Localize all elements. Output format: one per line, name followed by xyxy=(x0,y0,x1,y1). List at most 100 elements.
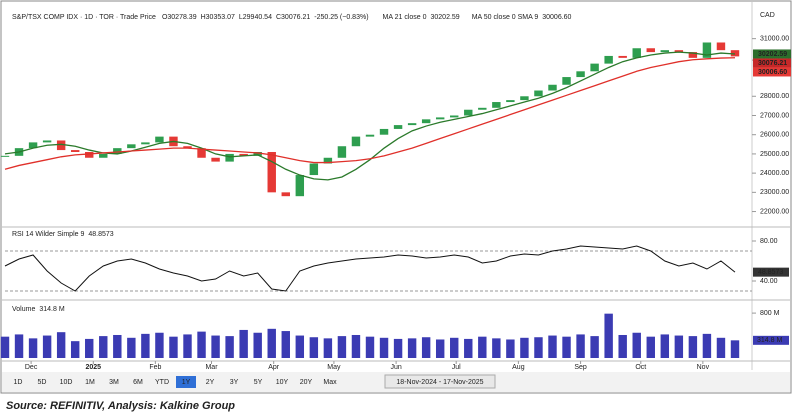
pane-title: Volume xyxy=(12,306,35,313)
value-box xyxy=(753,335,789,345)
range-button[interactable] xyxy=(200,376,220,388)
range-button[interactable] xyxy=(32,376,52,388)
header-text: 30278.39 xyxy=(167,14,196,21)
volume-bar xyxy=(646,336,655,358)
x-tick-label: 2025 xyxy=(86,364,102,371)
header-text: MA 50 close 0 SMA 9 xyxy=(472,14,539,21)
candle xyxy=(85,151,94,158)
range-button[interactable] xyxy=(80,376,100,388)
volume-bar xyxy=(492,338,501,358)
date-range-label[interactable]: 18-Nov-2024 - 17-Nov-2025 xyxy=(396,379,483,386)
range-button[interactable] xyxy=(8,376,28,388)
range-button[interactable] xyxy=(56,376,76,388)
y-tick-label: 28000.00 xyxy=(760,93,789,100)
range-button-label[interactable]: 10Y xyxy=(276,379,289,386)
range-button-label[interactable]: 5D xyxy=(38,379,47,386)
header-text: O xyxy=(162,14,168,21)
range-button-label[interactable]: 3Y xyxy=(230,379,239,386)
candle xyxy=(435,117,445,120)
pane-title: RSI 14 Wilder Simple 9 xyxy=(12,231,84,238)
candle xyxy=(267,151,276,193)
range-button[interactable] xyxy=(176,376,196,388)
candle xyxy=(113,148,122,154)
candle xyxy=(99,153,108,158)
pane-value: 314.8 M xyxy=(39,306,64,313)
range-button-label[interactable]: 10D xyxy=(60,379,73,386)
range-button-label[interactable]: 1D xyxy=(14,379,23,386)
header-text: C xyxy=(276,14,281,21)
range-button[interactable] xyxy=(152,376,172,388)
candle xyxy=(604,55,613,64)
candle xyxy=(590,63,599,72)
volume-bar xyxy=(99,336,108,358)
date-range[interactable] xyxy=(384,374,496,389)
candle xyxy=(716,42,726,51)
price-box xyxy=(753,49,791,59)
range-button-label[interactable]: 2Y xyxy=(206,379,215,386)
volume-bar xyxy=(169,336,178,358)
range-button-label[interactable]: 1M xyxy=(85,379,95,386)
x-tick-label: Jul xyxy=(452,364,461,371)
volume-bar xyxy=(337,336,347,358)
candle xyxy=(127,144,136,149)
range-button-label[interactable]: YTD xyxy=(155,379,169,386)
candle xyxy=(492,102,501,108)
candle xyxy=(183,146,192,149)
candle xyxy=(576,71,585,78)
x-tick-label: Sep xyxy=(574,364,587,371)
value-box xyxy=(753,267,789,277)
line-series xyxy=(4,245,736,292)
y-tick-label: 40.00 xyxy=(760,278,778,285)
candle xyxy=(379,128,389,135)
range-button-label[interactable]: 20Y xyxy=(300,379,313,386)
y-tick-label: 31000.00 xyxy=(760,35,789,42)
y-tick-label: 27000.00 xyxy=(760,112,789,119)
price-box-label: 30202.59 xyxy=(758,51,787,58)
candle xyxy=(42,140,52,143)
value-box-label: 48.8573 xyxy=(758,269,783,276)
volume-bar xyxy=(702,333,712,358)
volume-bar xyxy=(155,332,164,358)
volume-bar xyxy=(534,337,543,358)
x-tick-label: Mar xyxy=(205,364,218,371)
candle xyxy=(674,50,684,53)
candle xyxy=(421,119,431,124)
source: Source: REFINITIV, Analysis: Kalkine Gro… xyxy=(6,400,235,412)
range-button[interactable] xyxy=(272,376,292,388)
candle xyxy=(506,100,515,103)
volume-bar xyxy=(56,332,66,358)
range-button-label[interactable]: 1Y xyxy=(182,379,191,386)
range-button[interactable] xyxy=(224,376,244,388)
header-text: 30202.59 xyxy=(431,14,460,21)
volume-bar xyxy=(548,335,557,358)
candle xyxy=(211,157,220,162)
volume-bar xyxy=(478,336,487,358)
volume-bar xyxy=(225,336,234,358)
candle xyxy=(239,153,248,156)
header-text: -250.25 (−0.83%) xyxy=(314,14,368,21)
range-button-label[interactable]: 6M xyxy=(133,379,143,386)
volume-bar xyxy=(421,337,431,358)
volume-bar xyxy=(281,331,290,358)
volume-bar xyxy=(42,335,52,358)
range-button[interactable] xyxy=(128,376,148,388)
x-tick-label: Nov xyxy=(697,364,710,371)
candle xyxy=(70,150,80,152)
candle xyxy=(730,50,740,57)
range-button-label[interactable]: Max xyxy=(323,379,337,386)
range-button-label[interactable]: 3M xyxy=(109,379,119,386)
y-tick-label: 26000.00 xyxy=(760,132,789,139)
x-tick-label: Dec xyxy=(25,364,38,371)
candle xyxy=(632,48,641,58)
range-button[interactable] xyxy=(248,376,268,388)
range-button[interactable] xyxy=(320,376,340,388)
candle xyxy=(464,109,473,116)
header-text: L xyxy=(239,14,243,21)
candle xyxy=(56,140,66,151)
range-button[interactable] xyxy=(296,376,316,388)
range-button[interactable] xyxy=(104,376,124,388)
range-button-label[interactable]: 5Y xyxy=(254,379,263,386)
header-text: 30076.21 xyxy=(281,14,310,21)
value-box-label: 314.8 M xyxy=(757,337,782,344)
candle xyxy=(309,163,319,176)
